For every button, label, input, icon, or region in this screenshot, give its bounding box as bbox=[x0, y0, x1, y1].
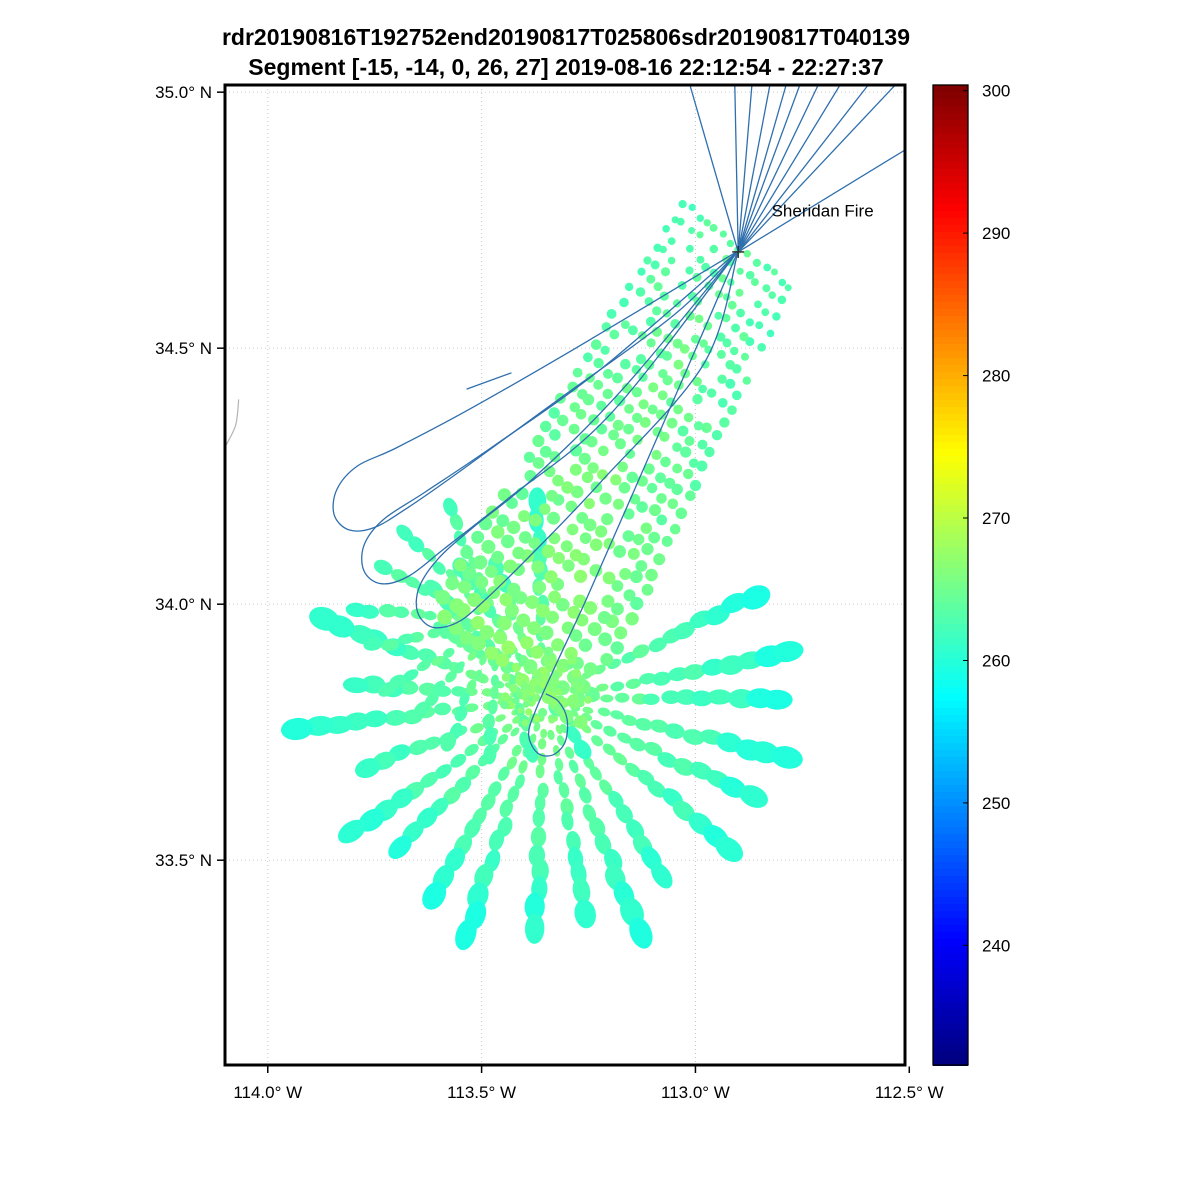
figure-subtitle: Segment [-15, -14, 0, 26, 27] 2019-08-16… bbox=[248, 54, 884, 80]
figure-title: rdr20190816T192752end20190817T025806sdr2… bbox=[221, 24, 911, 50]
x-tick-label: 112.5° W bbox=[875, 1083, 944, 1102]
y-tick-labels: 35.0° N 34.5° N 34.0° N 33.5° N bbox=[155, 83, 212, 870]
colorbar-tick-label: 240 bbox=[982, 936, 1010, 955]
colorbar-tick-label: 270 bbox=[982, 509, 1010, 528]
grid-lines bbox=[225, 85, 905, 1065]
dots-center-cluster bbox=[500, 646, 592, 727]
dots-scan-fans bbox=[280, 487, 804, 951]
colorbar-tick-label: 290 bbox=[982, 224, 1010, 243]
y-tick-label: 34.0° N bbox=[155, 595, 212, 614]
y-tick-label: 33.5° N bbox=[155, 851, 212, 870]
figure-titles: rdr20190816T192752end20190817T025806sdr2… bbox=[0, 22, 1132, 82]
x-tick-label: 113.5° W bbox=[447, 1083, 516, 1102]
y-tick-label: 34.5° N bbox=[155, 339, 212, 358]
colorbar-tick-label: 280 bbox=[982, 367, 1010, 386]
fire-annotation-label: Sheridan Fire bbox=[772, 202, 874, 221]
y-tick-label: 35.0° N bbox=[155, 83, 212, 102]
colorbar-tick-label: 300 bbox=[982, 82, 1010, 101]
dots-swath bbox=[435, 200, 792, 729]
x-tick-label: 114.0° W bbox=[233, 1083, 302, 1102]
colorbar-group: 240 250 260 270 280 290 300 bbox=[932, 82, 1010, 1066]
flight-lines bbox=[332, 85, 905, 757]
boundary-fragment bbox=[225, 399, 240, 446]
fire-label-group: Sheridan Fire bbox=[772, 202, 874, 221]
plot-content bbox=[225, 85, 905, 951]
colorbar-tick-label: 250 bbox=[982, 794, 1010, 813]
x-tick-labels: 114.0° W 113.5° W 113.0° W 112.5° W bbox=[233, 1083, 943, 1102]
x-tick-label: 113.0° W bbox=[661, 1083, 730, 1102]
colorbar-tick-label: 260 bbox=[982, 652, 1010, 671]
fire-marker bbox=[732, 245, 745, 258]
axes-frame bbox=[217, 83, 911, 1073]
